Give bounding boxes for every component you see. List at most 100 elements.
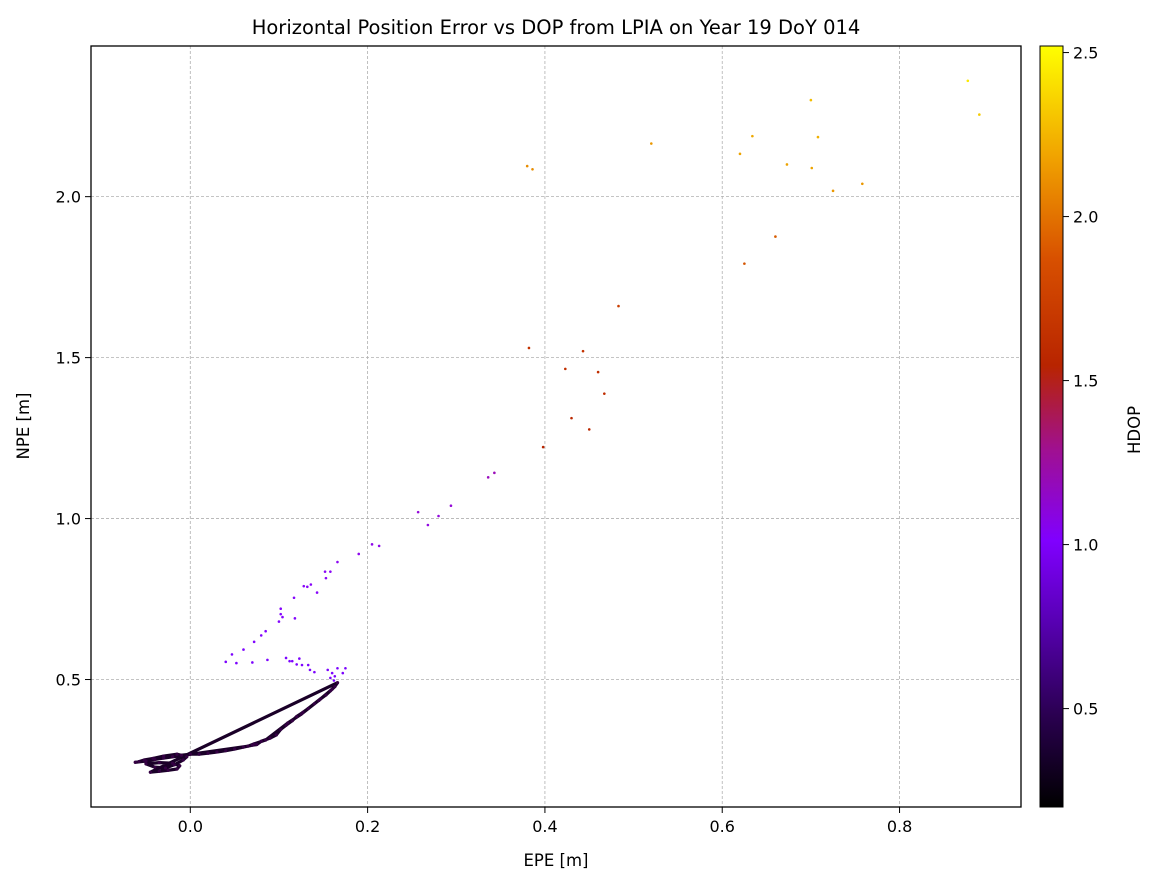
track-point [324, 693, 328, 697]
data-point [279, 612, 283, 616]
track-point [333, 685, 337, 689]
data-point [298, 657, 301, 660]
data-point [531, 167, 534, 171]
track-point [181, 758, 185, 762]
data-point [333, 675, 337, 678]
track-point [166, 768, 170, 772]
track-point [188, 752, 192, 756]
track-point [215, 750, 219, 754]
data-point [309, 583, 313, 586]
track-point [179, 753, 184, 757]
data-point [330, 671, 334, 675]
track-point [252, 742, 256, 746]
data-point [329, 570, 332, 573]
data-point [279, 607, 283, 611]
data-point [324, 576, 328, 580]
data-point [288, 659, 291, 663]
track-point [172, 763, 176, 767]
track-point [185, 755, 189, 759]
track-point [142, 758, 146, 762]
data-point [416, 510, 420, 514]
data-point [306, 585, 309, 589]
data-point [323, 570, 327, 573]
data-point [541, 445, 545, 449]
data-point [295, 663, 298, 666]
x-tick-label: 0.4 [532, 817, 557, 836]
track-point [330, 687, 334, 691]
data-point [377, 544, 381, 548]
track-line [133, 681, 340, 774]
data-point [308, 668, 312, 672]
data-point [426, 523, 430, 527]
data-point [596, 370, 600, 374]
data-point [581, 349, 585, 353]
track-point [148, 770, 152, 774]
data-point [281, 615, 284, 619]
data-point [978, 113, 981, 116]
track-point [335, 681, 340, 685]
data-point [738, 152, 742, 156]
data-point [284, 656, 288, 660]
data-point [230, 653, 234, 656]
data-point [292, 596, 296, 600]
track-point [153, 765, 157, 769]
data-point [300, 663, 304, 667]
y-axis: 0.5 1.0 1.5 2.0 [56, 188, 91, 690]
x-tick-label: 0.2 [355, 817, 380, 836]
x-tick-label: 0.0 [178, 817, 203, 836]
track-point [175, 752, 179, 756]
track-point [255, 742, 259, 747]
data-point [570, 416, 573, 420]
data-point [315, 591, 319, 594]
colorbar [1039, 45, 1064, 808]
data-point [266, 658, 269, 662]
data-point [527, 346, 531, 350]
x-axis-label: EPE [m] [524, 851, 589, 870]
track-point [144, 762, 148, 766]
track-point [241, 745, 246, 749]
data-point [242, 648, 245, 651]
colorbar-tick-label: 0.5 [1073, 700, 1098, 719]
track-point [264, 738, 268, 742]
data-point [290, 659, 294, 663]
data-point [224, 660, 228, 664]
y-axis-label: NPE [m] [14, 393, 33, 460]
track-point [299, 712, 303, 716]
data-point [525, 164, 529, 168]
data-point [650, 142, 653, 145]
data-point [751, 134, 754, 138]
data-point [336, 666, 339, 670]
track-point [286, 721, 290, 725]
y-tick-label: 1.5 [56, 349, 81, 368]
track-point [175, 767, 179, 771]
track-point [284, 723, 288, 727]
data-point [564, 367, 567, 371]
track-point [268, 736, 272, 740]
y-tick-label: 0.5 [56, 671, 81, 690]
data-point [809, 98, 813, 102]
data-point [235, 661, 238, 665]
y-tick-label: 2.0 [56, 188, 81, 207]
data-point [743, 262, 746, 265]
data-point [816, 135, 820, 139]
track-point [317, 698, 321, 703]
grid-lines [91, 46, 1021, 807]
data-point [774, 235, 777, 238]
data-point [341, 671, 345, 675]
track-point [259, 739, 263, 743]
data-point [277, 620, 281, 623]
plot-frame [90, 45, 1022, 808]
data-point [370, 543, 374, 546]
track-point [157, 769, 161, 773]
track-point [157, 760, 161, 765]
x-axis: 0.0 0.2 0.4 0.6 0.8 [178, 807, 912, 836]
data-point [336, 560, 339, 564]
track-point [233, 747, 237, 751]
data-point [587, 428, 591, 431]
data-point [329, 676, 332, 680]
scatter-points [133, 79, 981, 774]
track-point [151, 756, 155, 760]
data-point [810, 166, 814, 170]
chart-title: Horizontal Position Error vs DOP from LP… [252, 16, 861, 39]
track-point [306, 706, 310, 711]
